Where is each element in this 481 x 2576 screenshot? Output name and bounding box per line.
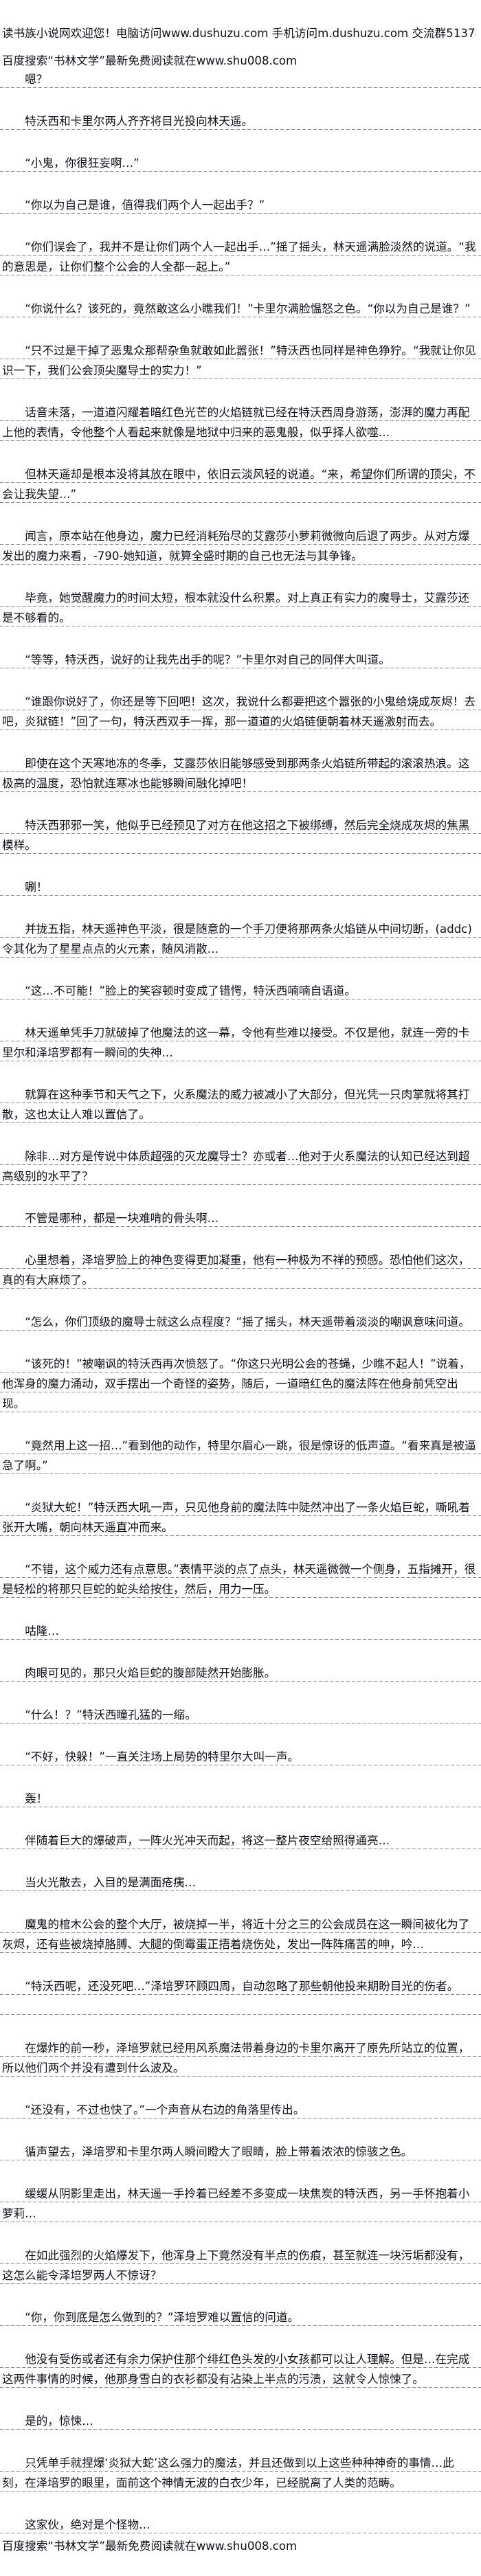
story-paragraph: 循声望去，泽培罗和卡里尔两人瞬间瞪大了眼睛，脸上带着浓浓的惊骇之色。 [2, 2142, 476, 2162]
story-paragraph: 特沃西邪邪一笑，他似乎已经预见了对方在他这招之下被绑缚，然后完全烧成灰烬的焦黑模… [2, 815, 476, 855]
story-paragraph: “该死的！”被嘲讽的特沃西再次愤怒了。“你这只光明公会的苍蝇，少瞧不起人！”说着… [2, 1354, 476, 1414]
story-paragraph: “你们误会了，我并不是让你们两个人一起出手…”摇了摇头，林天遥满脸淡然的说道。“… [2, 237, 476, 277]
story-paragraph: 除非…对方是传说中体质超强的灭龙魔导士？亦或者…他对于火系魔法的认知已经达到超高… [2, 1146, 476, 1186]
story-paragraph: 嗯？ [2, 69, 476, 89]
story-paragraph: 话音未落，一道道闪耀着暗红色光芒的火焰链就已经在特沃西周身游荡，澎湃的魔力再配上… [2, 403, 476, 442]
story-paragraph: 他没有受伤或者还有余力保护住那个绯红色头发的小女孩都可以让人理解。但是…在完成这… [2, 2349, 476, 2389]
search-promo-footer: 百度搜索“书林文学”最新免费阅读就在www.shu008.com [2, 2540, 298, 2553]
story-paragraph: “炎狱大蛇！”特沃西大吼一声，只见他身前的魔法阵中陡然冲出了一条火焰巨蛇，嘶吼着… [2, 1498, 476, 1537]
story-paragraph: 不管是哪种，都是一块难啃的骨头啊… [2, 1208, 476, 1228]
story-paragraph: 就算在这种季节和天气之下，火系魔法的威力被减小了大部分，但光凭一只肉掌就将其打散… [2, 1085, 476, 1125]
story-paragraph: “怎么，你们顶级的魔导士就这么点程度？”摇了摇头，林天遥带着淡淡的嘲讽意味问道。 [2, 1312, 476, 1332]
story-paragraph: 但林天遥却是根本没将其放在眼中，依旧云淡风轻的说道。“来，希望你们所谓的顶尖，不… [2, 464, 476, 504]
story-paragraph: 只凭单手就捏爆‘炎狱大蛇’这么强力的魔法，并且还做到以上这些种种神奇的事情…此刻… [2, 2453, 476, 2493]
story-paragraph: “谁跟你说好了，你还是等下回吧！这次，我说什么都要把这个嚣张的小鬼给烧成灰烬！去… [2, 692, 476, 732]
story-paragraph: “特沃西呢，还没死吧…”泽培罗环顾四周，自动忽略了那些朝他投来期盼目光的伤者。 [2, 1976, 476, 2016]
story-paragraph: 并拢五指，林天遥神色平淡，很是随意的一个手刀便将那两条火焰链从中间切断，(add… [2, 919, 476, 959]
story-paragraph: “只不过是干掉了恶鬼众那帮杂鱼就敢如此嚣张！”特沃西也同样是神色狰狞。“我就让你… [2, 341, 476, 381]
story-paragraph: “等等，特沃西，说好的让我先出手的呢？”卡里尔对自己的同伴大叫道。 [2, 650, 476, 670]
story-paragraph: 毕竟，她觉醒魔力的时间太短，根本就没什么积累。对上真正有实力的魔导士，艾露莎还是… [2, 588, 476, 628]
story-paragraph: 特沃西和卡里尔两人齐齐将目光投向林天遥。 [2, 111, 476, 131]
story-paragraph: “你，你到底是怎么做到的？”泽培罗难以置信的问道。 [2, 2307, 476, 2327]
story-paragraph: 是的，惊悚… [2, 2411, 476, 2431]
story-paragraph: 肉眼可见的，那只火焰巨蛇的腹部陡然开始膨胀。 [2, 1663, 476, 1683]
story-paragraph: “什么！？”特沃西瞳孔猛的一缩。 [2, 1705, 476, 1725]
story-paragraph: “竟然用上这一招…”看到他的动作，特里尔眉心一跳，很是惊讶的低声道。“看来真是被… [2, 1436, 476, 1476]
site-welcome-banner: 读书族小说网欢迎您！电脑访问www.dushuzu.com 手机访问m.dush… [2, 27, 476, 40]
story-paragraph: 咕隆… [2, 1621, 476, 1641]
story-paragraph: “不错，这个威力还有点意思。”表情平淡的点了点头，林天遥微微一个侧身，五指摊开，… [2, 1559, 476, 1599]
story-paragraph: 魔鬼的棺木公会的整个大厅，被烧掉一半，将近十分之三的公会成员在这一瞬间被化为了灰… [2, 1914, 476, 1954]
story-paragraph: 唰！ [2, 877, 476, 897]
story-paragraph: 心里想着，泽培罗脸上的神色变得更加凝重，他有一种极为不祥的预感。恐怕他们这次，真… [2, 1250, 476, 1290]
story-paragraph: “你说什么？该死的，竟然敢这么小瞧我们！”卡里尔满脸愠怒之色。“你以为自己是谁？… [2, 299, 476, 319]
chapter-body: 嗯？ 特沃西和卡里尔两人齐齐将目光投向林天遥。 “小鬼，你很狂妄啊…” “你以为自己是… [2, 69, 476, 2535]
story-paragraph: 即使在这个天寒地冻的冬季，艾露莎依旧能够感受到那两条火焰链所带起的滚滚热浪。这极… [2, 754, 476, 793]
search-promo-header: 百度搜索“书林文学”最新免费阅读就在www.shu008.com [2, 54, 298, 67]
story-paragraph: 这家伙，绝对是个怪物… [2, 2515, 476, 2535]
story-paragraph: “还没有，不过也快了。”一个声音从右边的角落里传出。 [2, 2100, 476, 2120]
story-paragraph: 闻言，原本站在他身边，魔力已经消耗殆尽的艾露莎小萝莉微微向后退了两步。从对方爆发… [2, 526, 476, 566]
story-paragraph: 伴随着巨大的爆破声，一阵火光冲天而起，将这一整片夜空给照得通亮… [2, 1831, 476, 1851]
story-paragraph: “你以为自己是谁，值得我们两个人一起出手？” [2, 195, 476, 215]
story-paragraph: 当火光散去，入目的是满面疮痍… [2, 1873, 476, 1893]
story-paragraph: “这…不可能！”脸上的笑容顿时变成了错愕，特沃西喃喃自语道。 [2, 981, 476, 1001]
story-paragraph: “小鬼，你很狂妄啊…” [2, 153, 476, 173]
story-paragraph: 在爆炸的前一秒，泽培罗就已经用风系魔法带着身边的卡里尔离开了原先所站立的位置，所… [2, 2038, 476, 2078]
story-paragraph: 缓缓从阴影里走出，林天遥一手拎着已经差不多变成一块焦炭的特沃西，另一手怀抱着小萝… [2, 2184, 476, 2224]
story-paragraph: “不好，快躲！”一直关注场上局势的特里尔大叫一声。 [2, 1747, 476, 1767]
story-paragraph: 轰！ [2, 1789, 476, 1809]
story-paragraph: 在如此强烈的火焰爆发下，他浑身上下竟然没有半点的伤痕，甚至就连一块污垢都没有，这… [2, 2246, 476, 2285]
story-paragraph: 林天遥单凭手刀就破掉了他魔法的这一幕，令他有些难以接受。不仅是他，就连一旁的卡里… [2, 1023, 476, 1063]
